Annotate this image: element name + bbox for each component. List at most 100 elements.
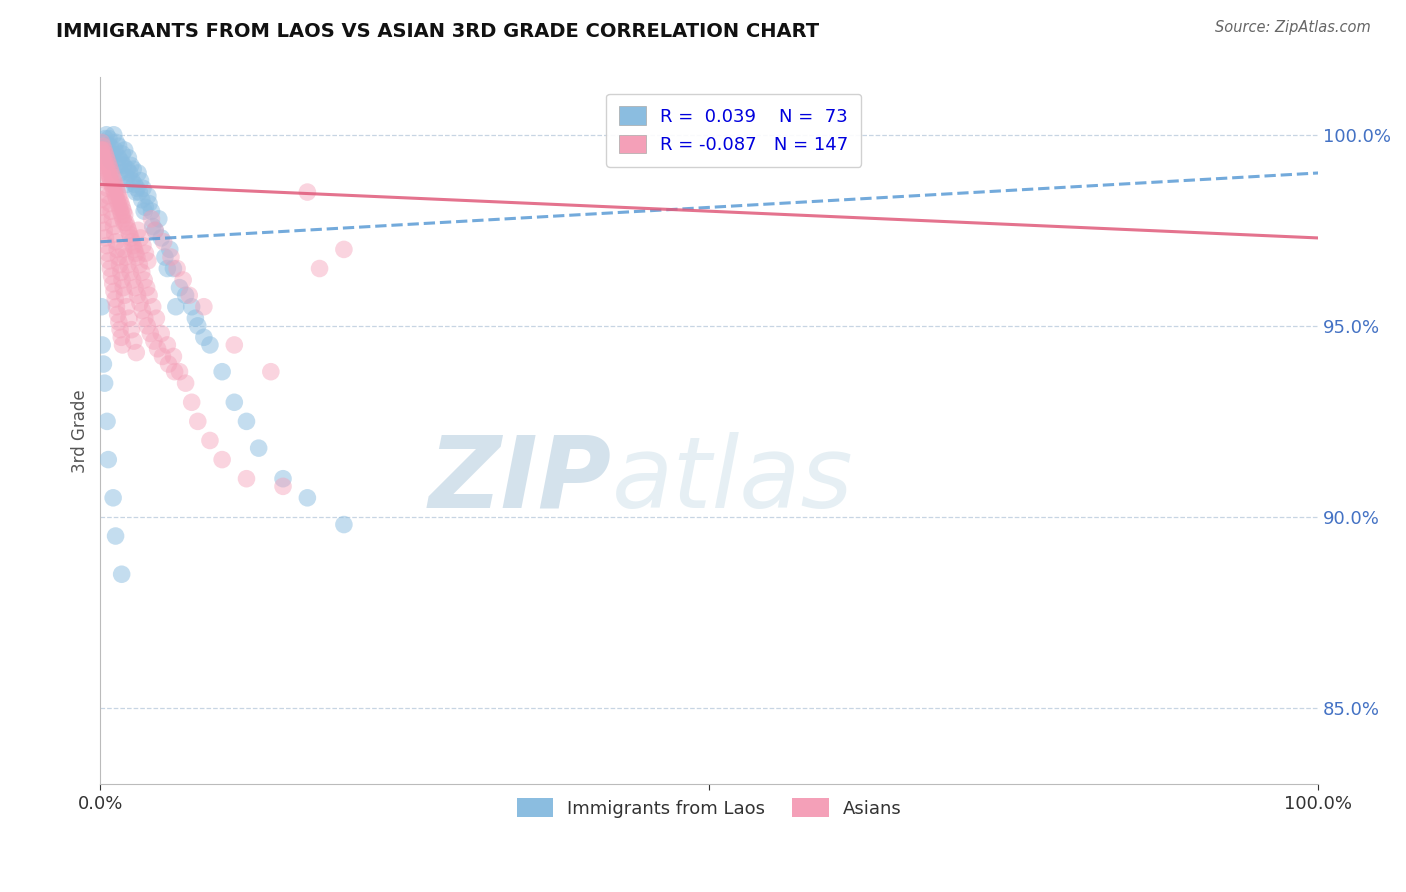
Point [124,178,146,192]
Point [105,136,128,150]
Point [97,158,120,172]
Point [94,166,117,180]
Point [114,288,136,302]
Point [111,200,134,214]
Point [128,185,150,199]
Point [98,253,121,268]
Point [122,334,145,348]
Point [97,139,120,153]
Point [271,472,294,486]
Point [136,189,159,203]
Point [146,342,169,356]
Point [131,265,153,279]
Point [98,196,121,211]
Point [91,151,114,165]
Point [174,288,197,302]
Point [101,178,124,192]
Point [157,357,180,371]
Point [121,273,143,287]
Text: IMMIGRANTS FROM LAOS VS ASIAN 3RD GRADE CORRELATION CHART: IMMIGRANTS FROM LAOS VS ASIAN 3RD GRADE … [56,22,820,41]
Point [108,323,131,337]
Point [136,318,159,333]
Point [271,479,294,493]
Point [180,300,202,314]
Point [96,238,118,252]
Point [90,200,112,214]
Point [111,147,134,161]
Point [163,365,186,379]
Point [91,143,114,157]
Point [93,357,115,371]
Point [107,139,129,153]
Point [111,208,134,222]
Point [198,434,221,448]
Point [118,227,141,241]
Point [91,338,114,352]
Point [117,223,139,237]
Point [100,173,122,187]
Point [93,376,115,391]
Point [153,250,176,264]
Text: Source: ZipAtlas.com: Source: ZipAtlas.com [1215,20,1371,35]
Point [169,280,191,294]
Point [128,258,150,272]
Point [297,491,319,505]
Point [98,139,121,153]
Point [105,185,128,199]
Point [124,280,146,294]
Point [103,285,125,299]
Point [165,300,187,314]
Point [107,307,129,321]
Point [125,250,148,264]
Point [98,162,121,177]
Point [122,162,145,177]
Point [211,365,233,379]
Point [110,196,132,211]
Point [115,169,138,184]
Point [162,261,184,276]
Point [120,265,142,279]
Point [141,204,163,219]
Point [115,219,138,234]
Point [247,441,270,455]
Point [93,143,115,157]
Point [107,196,129,211]
Point [97,166,120,180]
Point [166,261,188,276]
Point [93,151,115,165]
Point [159,243,181,257]
Point [115,178,138,192]
Point [91,139,114,153]
Point [184,311,207,326]
Point [100,154,122,169]
Point [104,227,127,241]
Point [333,517,356,532]
Point [111,567,134,582]
Point [112,216,135,230]
Point [115,162,138,177]
Point [96,414,118,428]
Point [297,185,319,199]
Point [112,280,135,294]
Point [107,189,129,203]
Point [120,158,142,172]
Point [101,169,124,184]
Point [132,181,155,195]
Point [193,330,215,344]
Point [111,273,134,287]
Point [104,529,127,543]
Point [134,200,156,214]
Point [138,196,160,211]
Point [134,311,156,326]
Point [104,143,127,157]
Point [127,223,149,237]
Point [94,147,117,161]
Point [115,216,138,230]
Point [160,250,183,264]
Point [235,414,257,428]
Point [129,296,152,310]
Point [150,231,173,245]
Point [96,162,118,177]
Point [104,235,127,249]
Point [124,246,146,260]
